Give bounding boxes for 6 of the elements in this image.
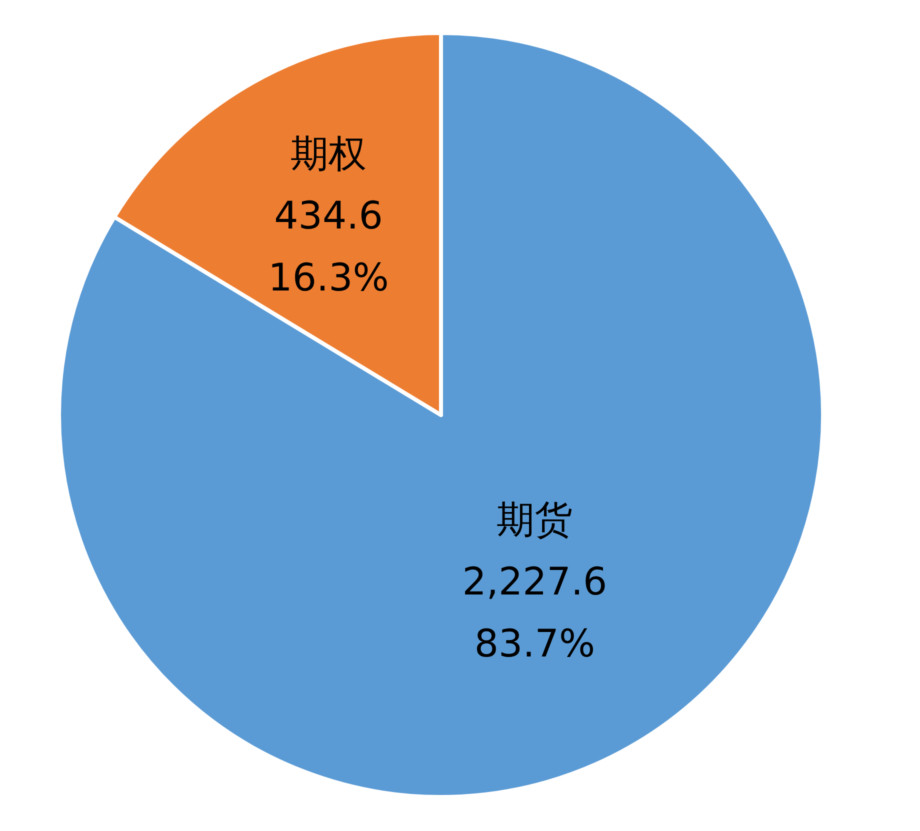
data-label: 434.6 <box>274 193 383 238</box>
text: 83.7% <box>474 621 596 666</box>
slice-label: 期货 <box>496 497 573 542</box>
text: 16.3% <box>268 255 389 300</box>
slice-label: 期权 <box>290 131 367 176</box>
data-label: 2,227.6 <box>462 559 608 604</box>
